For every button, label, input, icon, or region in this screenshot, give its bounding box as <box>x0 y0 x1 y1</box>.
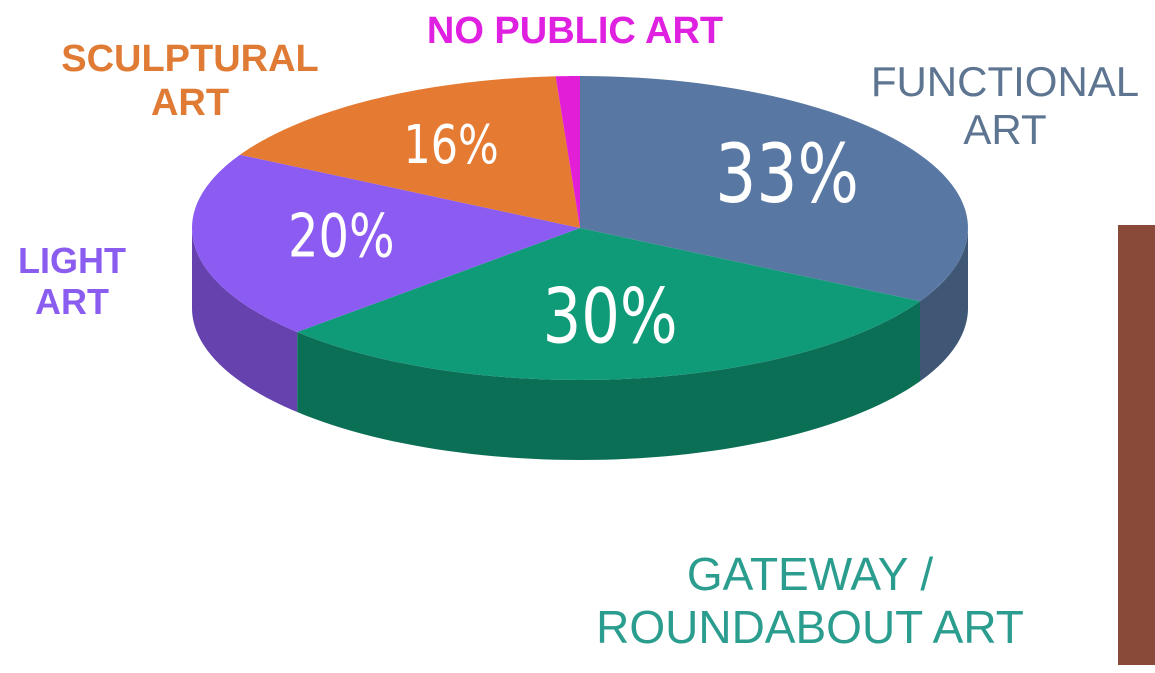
value-label: 30% <box>543 273 678 361</box>
value-label: 16% <box>403 114 498 176</box>
value-label: 20% <box>288 201 395 271</box>
photo-fragment <box>1118 225 1155 665</box>
category-label: GATEWAY / ROUNDABOUT ART <box>580 548 1040 654</box>
category-label: NO PUBLIC ART <box>375 10 775 54</box>
category-label: SCULPTURAL ART <box>40 38 340 125</box>
page: {"chart_data": {"type": "pie3d", "catego… <box>0 0 1155 673</box>
category-label: FUNCTIONAL ART <box>860 58 1150 155</box>
category-label: LIGHT ART <box>2 240 142 323</box>
value-label: 33% <box>715 128 859 222</box>
